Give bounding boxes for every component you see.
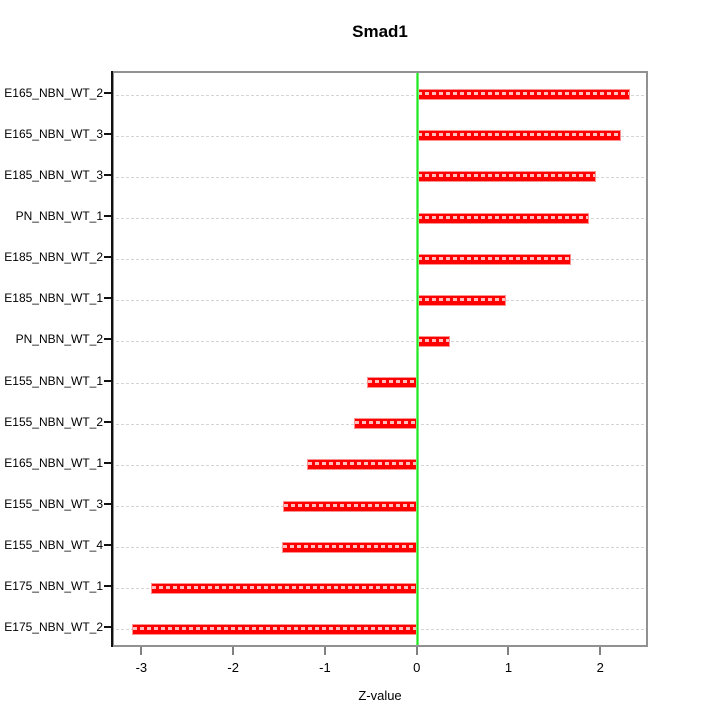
y-axis-label: E185_NBN_WT_3	[4, 167, 103, 182]
chart-title: Smad1	[352, 22, 408, 41]
bar-E165_NBN_WT_3	[416, 130, 621, 142]
bar-E155_NBN_WT_2	[354, 418, 419, 430]
category-gridline	[116, 135, 644, 137]
x-tick	[232, 647, 235, 655]
y-tick	[104, 91, 111, 94]
y-axis-label: E175_NBN_WT_2	[4, 620, 103, 635]
y-tick	[104, 585, 111, 588]
y-axis-label: E165_NBN_WT_1	[4, 455, 103, 470]
y-tick	[104, 626, 111, 629]
bar-E165_NBN_WT_2	[416, 89, 630, 101]
y-tick	[104, 379, 111, 382]
bar-E155_NBN_WT_1	[367, 377, 419, 389]
y-tick	[104, 461, 111, 464]
x-tick	[140, 647, 143, 655]
category-gridline	[116, 94, 644, 96]
bar-PN_NBN_WT_1	[416, 212, 590, 224]
y-tick	[104, 215, 111, 217]
y-axis-label: E165_NBN_WT_2	[4, 85, 103, 100]
y-tick	[104, 338, 111, 341]
x-axis-title: Z-value	[358, 688, 402, 703]
y-axis-label: E155_NBN_WT_1	[4, 373, 103, 388]
y-tick	[104, 132, 111, 135]
category-gridline	[116, 300, 644, 302]
x-tick	[507, 647, 510, 655]
y-axis-label: E155_NBN_WT_2	[4, 414, 103, 429]
bar-PN_NBN_WT_2	[416, 335, 450, 347]
y-tick	[104, 256, 111, 259]
x-tick-label: -1	[319, 660, 331, 675]
y-axis-line	[111, 71, 113, 647]
bar-E175_NBN_WT_1	[150, 582, 419, 594]
x-tick	[599, 647, 602, 655]
category-gridline	[116, 218, 644, 219]
y-tick	[104, 544, 111, 547]
bar-E165_NBN_WT_1	[306, 459, 419, 471]
bar-E185_NBN_WT_2	[416, 253, 572, 265]
y-axis-label: E185_NBN_WT_1	[4, 291, 103, 306]
x-tick-label: 0	[413, 660, 421, 675]
plot-area	[112, 71, 648, 647]
y-axis-label: E155_NBN_WT_4	[4, 538, 103, 553]
category-gridline	[116, 176, 644, 178]
y-axis-label: E175_NBN_WT_1	[4, 579, 103, 594]
bar-E185_NBN_WT_3	[416, 171, 596, 183]
category-gridline	[116, 341, 644, 343]
x-tick	[415, 647, 418, 655]
x-tick-label: 1	[504, 660, 513, 675]
y-axis-label: E185_NBN_WT_2	[4, 250, 103, 265]
y-tick	[104, 173, 111, 176]
y-axis-label: PN_NBN_WT_1	[15, 209, 103, 223]
y-axis-label: E165_NBN_WT_3	[4, 126, 103, 141]
category-gridline	[116, 259, 644, 261]
bar-E185_NBN_WT_1	[416, 294, 506, 306]
y-axis-label: PN_NBN_WT_2	[15, 332, 103, 347]
y-tick	[104, 297, 111, 300]
x-tick-label: -2	[227, 660, 239, 675]
zero-reference-line	[416, 73, 420, 645]
x-tick-label: 2	[596, 660, 604, 675]
bar-E175_NBN_WT_2	[132, 623, 419, 635]
y-tick	[104, 420, 111, 423]
y-tick	[104, 503, 111, 505]
bar-E155_NBN_WT_4	[281, 541, 419, 553]
bar-E155_NBN_WT_3	[282, 500, 419, 512]
y-axis-label: E155_NBN_WT_3	[4, 497, 103, 511]
x-tick-label: -3	[135, 660, 148, 675]
x-tick	[323, 647, 326, 655]
